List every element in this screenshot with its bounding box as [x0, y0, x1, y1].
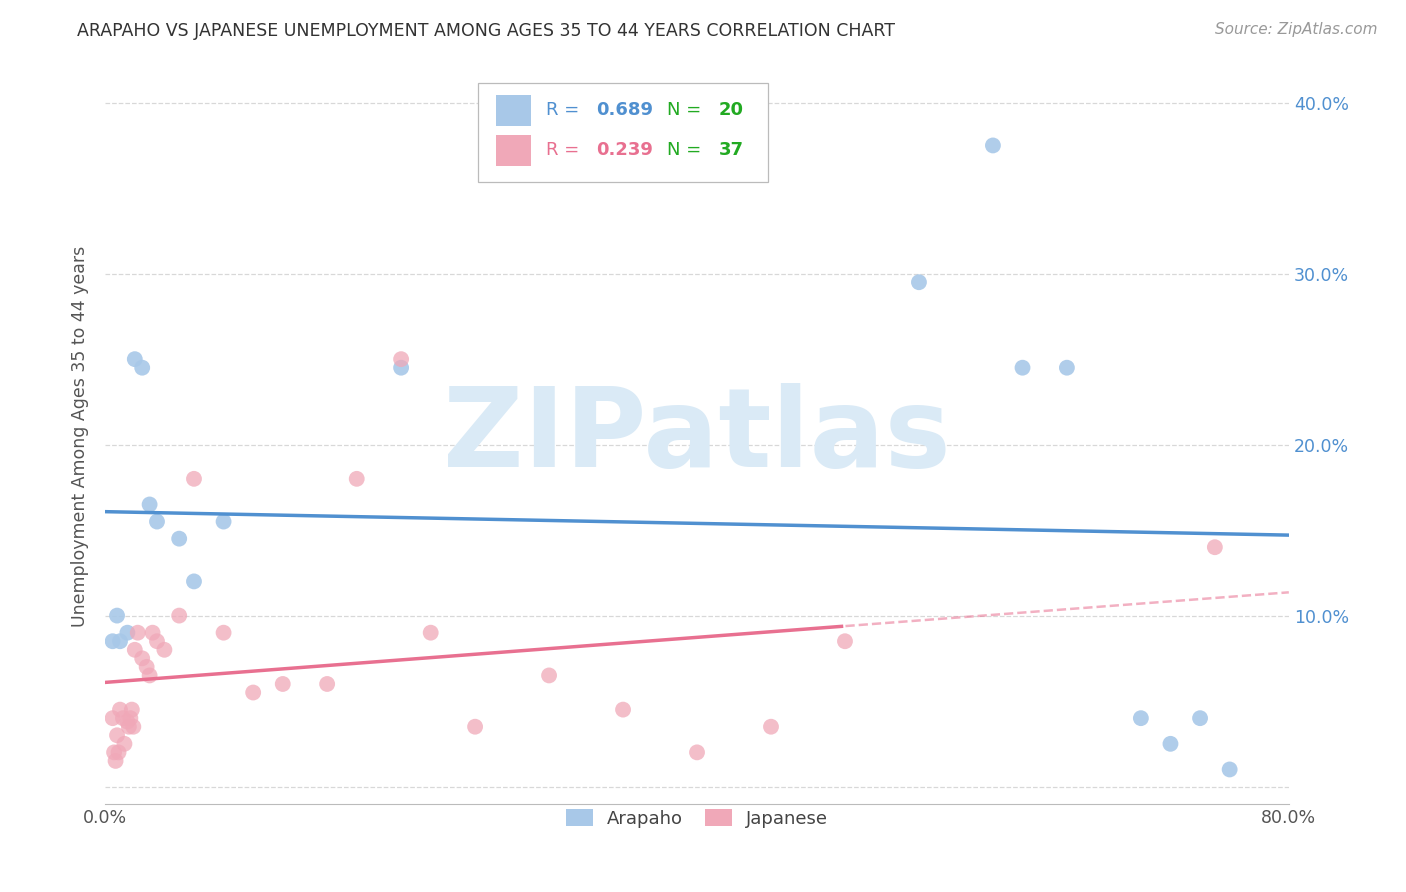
Text: N =: N = — [668, 101, 707, 119]
Point — [118, 720, 141, 734]
Point — [686, 745, 709, 759]
Point — [138, 498, 160, 512]
Text: R =: R = — [546, 101, 585, 119]
Point — [101, 634, 124, 648]
Point — [135, 660, 157, 674]
Text: R =: R = — [546, 141, 585, 159]
Point — [1204, 540, 1226, 554]
Text: N =: N = — [668, 141, 707, 159]
Point — [131, 651, 153, 665]
Point — [1189, 711, 1212, 725]
Point — [183, 472, 205, 486]
Text: 0.689: 0.689 — [596, 101, 654, 119]
Point — [981, 138, 1004, 153]
Point — [908, 275, 931, 289]
Legend: Arapaho, Japanese: Arapaho, Japanese — [558, 802, 835, 835]
Point — [124, 642, 146, 657]
Point — [117, 714, 139, 729]
Point — [124, 352, 146, 367]
Bar — [496, 95, 531, 126]
Point — [167, 532, 190, 546]
Point — [271, 677, 294, 691]
Point — [146, 634, 169, 648]
Point — [212, 515, 235, 529]
Point — [142, 625, 165, 640]
Point — [138, 668, 160, 682]
Text: Source: ZipAtlas.com: Source: ZipAtlas.com — [1215, 22, 1378, 37]
Text: 20: 20 — [718, 101, 744, 119]
Point — [120, 711, 142, 725]
Point — [834, 634, 856, 648]
Point — [612, 703, 634, 717]
Point — [153, 642, 176, 657]
Point — [346, 472, 368, 486]
Point — [167, 608, 190, 623]
Y-axis label: Unemployment Among Ages 35 to 44 years: Unemployment Among Ages 35 to 44 years — [72, 245, 89, 627]
Point — [242, 685, 264, 699]
Point — [108, 634, 131, 648]
Point — [107, 745, 129, 759]
Point — [419, 625, 441, 640]
Point — [121, 703, 143, 717]
Point — [104, 754, 127, 768]
Point — [183, 574, 205, 589]
Point — [117, 625, 139, 640]
Text: ARAPAHO VS JAPANESE UNEMPLOYMENT AMONG AGES 35 TO 44 YEARS CORRELATION CHART: ARAPAHO VS JAPANESE UNEMPLOYMENT AMONG A… — [77, 22, 896, 40]
Point — [131, 360, 153, 375]
Point — [111, 711, 134, 725]
Point — [1159, 737, 1181, 751]
Point — [146, 515, 169, 529]
Text: ZIPatlas: ZIPatlas — [443, 383, 950, 490]
Point — [101, 711, 124, 725]
Text: 0.239: 0.239 — [596, 141, 654, 159]
Point — [316, 677, 339, 691]
Point — [464, 720, 486, 734]
Bar — [496, 136, 531, 166]
Point — [108, 703, 131, 717]
Point — [103, 745, 125, 759]
Text: 37: 37 — [718, 141, 744, 159]
FancyBboxPatch shape — [478, 83, 768, 183]
Point — [389, 360, 412, 375]
Point — [1129, 711, 1152, 725]
Point — [389, 352, 412, 367]
Point — [105, 728, 128, 742]
Point — [759, 720, 782, 734]
Point — [122, 720, 145, 734]
Point — [1219, 763, 1241, 777]
Point — [1011, 360, 1033, 375]
Point — [212, 625, 235, 640]
Point — [105, 608, 128, 623]
Point — [1056, 360, 1078, 375]
Point — [114, 737, 136, 751]
Point — [538, 668, 561, 682]
Point — [127, 625, 149, 640]
